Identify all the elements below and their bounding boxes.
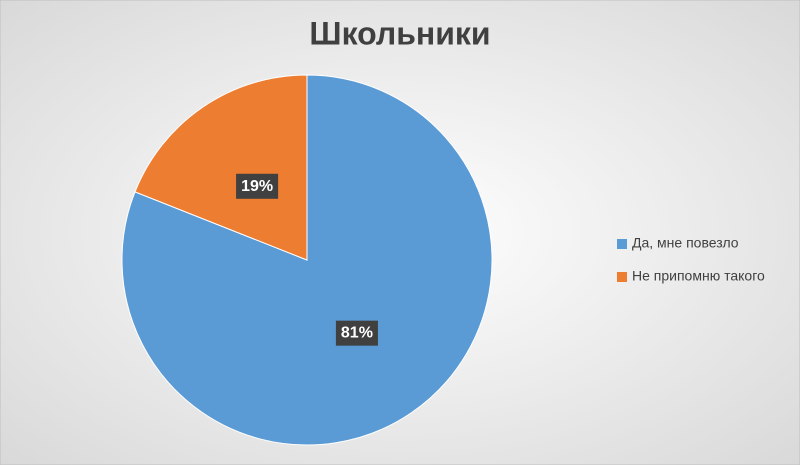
data-label-box: [335, 320, 378, 346]
legend-swatch: [617, 239, 627, 249]
pie-slice: [134, 74, 308, 261]
data-label-box: [236, 173, 279, 199]
data-label: 81%: [341, 325, 373, 342]
data-label: 19%: [241, 178, 273, 195]
pie: [121, 74, 493, 446]
legend: Да, мне повезло Не припомню такого: [617, 235, 765, 284]
legend-label: Не припомню такого: [632, 268, 765, 284]
legend-label: Да, мне повезло: [632, 235, 739, 251]
data-labels: 81% 19%: [236, 173, 378, 346]
legend-swatch: [617, 272, 627, 282]
chart-title: Школьники: [309, 15, 490, 51]
